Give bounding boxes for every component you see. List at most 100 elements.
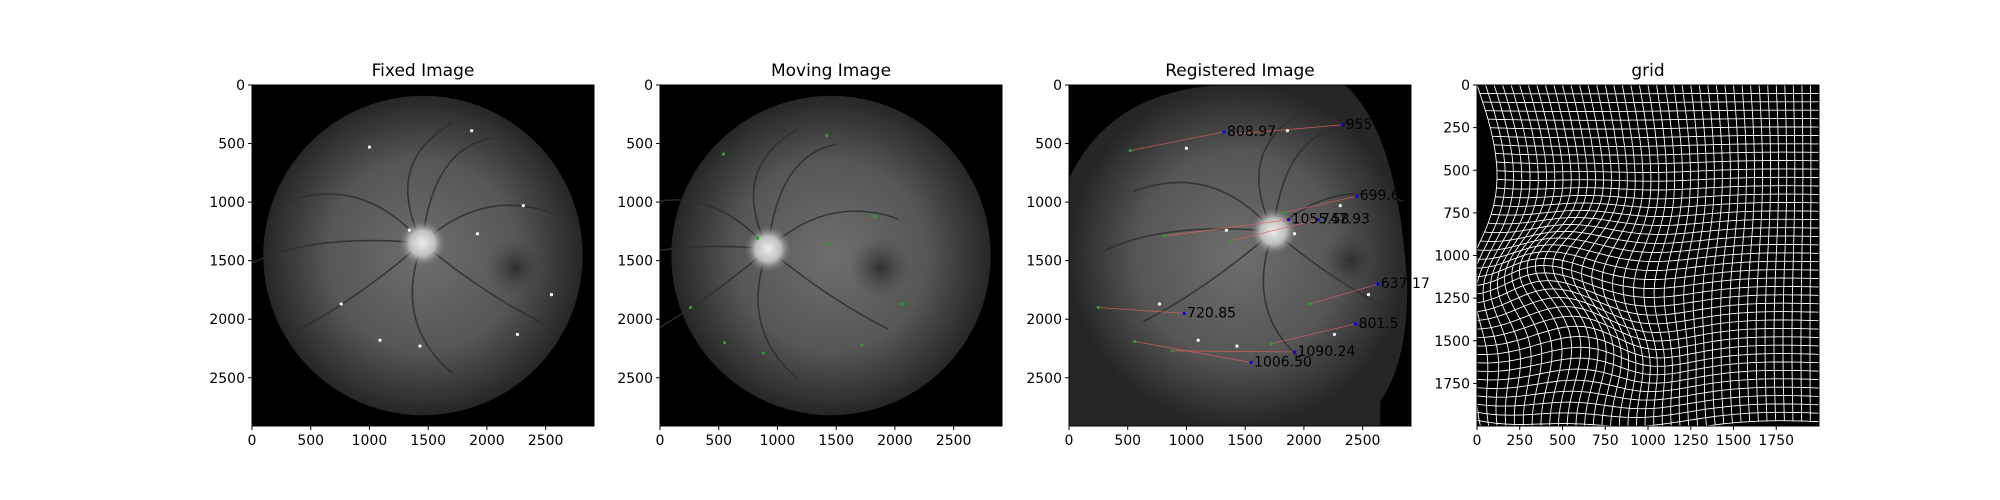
y-tick-label: 750 xyxy=(1443,206,1470,222)
grid-line-vertical xyxy=(1477,85,1498,250)
distance-label: 1090.24 xyxy=(1297,344,1355,360)
keypoint xyxy=(1308,302,1312,306)
keypoint xyxy=(1341,123,1345,127)
grid-line-horizontal xyxy=(1477,315,1819,342)
panel-fixed-image: Fixed Image 0 500 1000 1500 2000 2500 0 500 100… xyxy=(209,61,595,449)
fundus-image xyxy=(1069,85,1408,426)
keypoint xyxy=(900,302,904,306)
panel-title: Fixed Image xyxy=(372,61,475,81)
grid-line-horizontal xyxy=(1477,288,1819,316)
keypoint xyxy=(761,351,765,355)
axis-x: 0 500 1000 1500 2000 2500 xyxy=(656,426,971,449)
x-tick-label: 1250 xyxy=(1673,433,1709,449)
axis-y: 0 500 1000 1500 2000 2500 xyxy=(617,78,660,387)
axis-x: 0 500 1000 1500 2000 2500 xyxy=(248,426,563,449)
grid-line-horizontal xyxy=(1477,368,1819,384)
x-tick-label: 500 xyxy=(297,433,324,449)
x-tick-label: 0 xyxy=(1473,433,1482,449)
grid-line-horizontal xyxy=(1477,306,1819,333)
axis-y: 0 500 1000 1500 2000 2500 xyxy=(1026,78,1069,387)
grid-line-horizontal xyxy=(1496,160,1819,165)
x-tick-label: 1500 xyxy=(1227,433,1263,449)
x-tick-label: 500 xyxy=(1114,433,1141,449)
panel-title: Registered Image xyxy=(1165,61,1315,81)
grid-line-horizontal xyxy=(1480,230,1819,244)
grid-line-horizontal xyxy=(1477,386,1819,401)
keypoint xyxy=(339,302,343,306)
keypoint xyxy=(1128,148,1132,153)
x-tick-label: 750 xyxy=(1592,433,1619,449)
keypoint xyxy=(721,152,726,156)
grid-line-horizontal xyxy=(1477,395,1819,410)
keypoint xyxy=(407,228,411,232)
keypoint xyxy=(825,133,829,137)
keypoint xyxy=(515,332,520,337)
y-tick-label: 0 xyxy=(1053,78,1062,94)
vessel xyxy=(1102,228,1274,253)
fovea xyxy=(850,237,912,299)
panel-title: Moving Image xyxy=(771,61,891,81)
grid-line-horizontal xyxy=(1484,224,1819,235)
distance-label: 1055.58 xyxy=(1292,212,1350,228)
grid-line-horizontal xyxy=(1477,280,1819,307)
y-tick-label: 2500 xyxy=(209,371,245,387)
x-tick-label: 0 xyxy=(1065,433,1074,449)
distance-label: 720.85 xyxy=(1187,305,1236,321)
grid-line-horizontal xyxy=(1491,209,1819,217)
keypoint xyxy=(1096,305,1100,310)
x-tick-label: 1500 xyxy=(1716,433,1752,449)
grid-line-horizontal xyxy=(1488,118,1819,121)
grid-line-horizontal xyxy=(1477,297,1819,325)
match-line xyxy=(1270,323,1356,345)
keypoint xyxy=(549,293,554,297)
fovea xyxy=(485,237,547,299)
axes-frame xyxy=(251,84,595,427)
optic-disc xyxy=(398,219,446,267)
y-tick-label: 1250 xyxy=(1434,291,1470,307)
match-line xyxy=(1129,131,1225,151)
keypoint xyxy=(1196,338,1200,342)
keypoint xyxy=(1316,218,1320,222)
keypoint xyxy=(521,204,525,208)
vessel xyxy=(660,245,769,252)
grid-line-horizontal xyxy=(1477,357,1819,376)
distance-label: 637.17 xyxy=(1381,276,1430,292)
grid-line-horizontal xyxy=(1477,325,1819,350)
keypoint xyxy=(688,305,693,310)
match-line xyxy=(1164,219,1289,237)
match-line xyxy=(1283,195,1357,214)
match-line xyxy=(1309,283,1378,305)
y-tick-label: 1500 xyxy=(1026,254,1062,270)
y-tick-label: 250 xyxy=(1443,121,1470,137)
grid-line-horizontal xyxy=(1477,378,1819,393)
panel-title: grid xyxy=(1631,61,1664,81)
match-line xyxy=(1230,219,1319,242)
optic-disc xyxy=(1249,207,1297,255)
image-area xyxy=(1069,85,1411,426)
y-tick-label: 1500 xyxy=(1434,334,1470,350)
y-tick-label: 500 xyxy=(1443,163,1470,179)
grid-lines xyxy=(1477,85,1819,426)
grid-line-horizontal xyxy=(1485,109,1819,112)
keypoint xyxy=(470,129,474,133)
image-content xyxy=(252,85,594,426)
axes-frame xyxy=(1068,84,1412,427)
keypoint xyxy=(1332,332,1337,337)
grid-line-horizontal xyxy=(1477,403,1819,418)
grid-line-horizontal xyxy=(1495,151,1819,156)
keypoint xyxy=(378,338,382,342)
keypoint xyxy=(1170,349,1174,353)
keypoint xyxy=(722,341,727,345)
keypoint xyxy=(1133,339,1137,344)
grid-line-horizontal xyxy=(1495,193,1819,200)
axis-y: 0 250 500 750 1000 1250 1500 1750 xyxy=(1434,78,1477,392)
match-line xyxy=(1134,341,1252,363)
y-tick-label: 0 xyxy=(644,78,653,94)
grid-line-horizontal xyxy=(1482,101,1819,104)
panel-registered-image: Registered Image 0 500 1000 1500 2000 2500 0 5… xyxy=(1026,61,1430,449)
y-tick-label: 2000 xyxy=(617,312,653,328)
fundus-image xyxy=(671,95,991,416)
keypoint xyxy=(1366,293,1371,297)
x-tick-label: 1000 xyxy=(760,433,796,449)
